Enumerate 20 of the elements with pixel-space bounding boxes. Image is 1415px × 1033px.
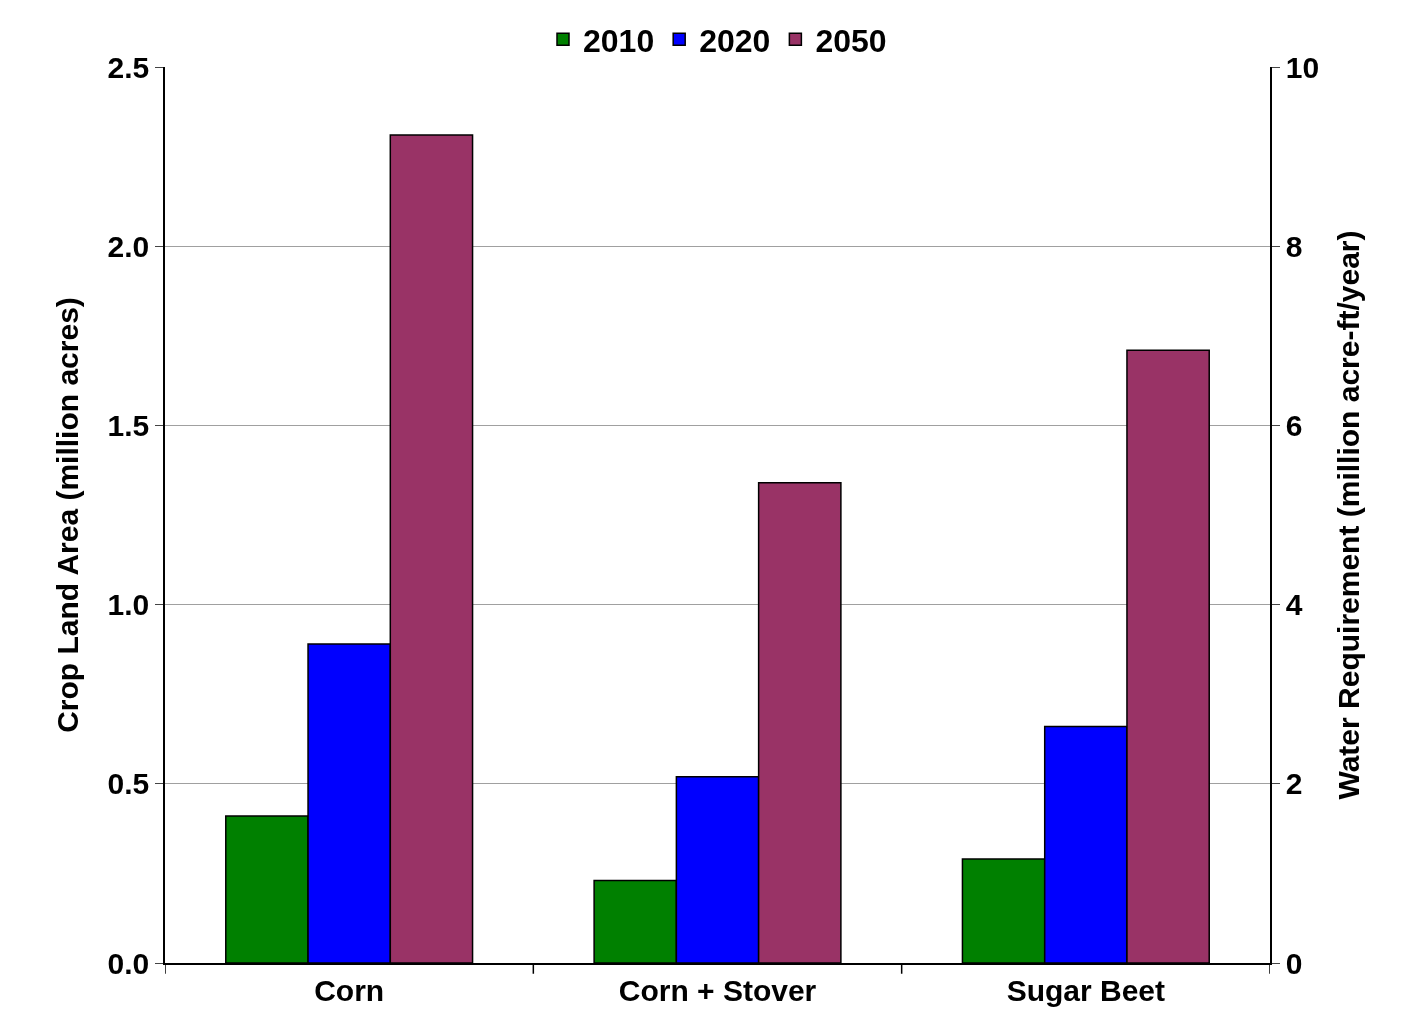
y2-tick-label: 8	[1285, 229, 1303, 263]
y-tick-label: 1.5	[107, 408, 150, 442]
legend-label: 2050	[815, 22, 887, 59]
y2-axis-title: Water Requirement (million acre-ft/year)	[1332, 230, 1366, 800]
x-tick-label: Corn + Stover	[618, 973, 817, 1007]
y2-tick-label: 10	[1285, 50, 1320, 84]
y-tick-label: 2.5	[107, 50, 150, 84]
legend-label: 2010	[583, 22, 655, 59]
legend-label: 2020	[699, 22, 771, 59]
y-tick-label: 0.5	[107, 767, 150, 801]
y-tick-label: 1.0	[107, 588, 150, 622]
y2-tick-label: 2	[1285, 767, 1303, 801]
y-axis-title: Crop Land Area (million acres)	[51, 297, 85, 733]
x-tick-label: Corn	[314, 973, 385, 1007]
y2-tick-label: 4	[1285, 588, 1303, 622]
y-tick-label: 0.0	[107, 946, 150, 980]
y2-tick-label: 6	[1285, 408, 1303, 442]
y-tick-label: 2.0	[107, 229, 150, 263]
y2-tick-label: 0	[1285, 946, 1303, 980]
x-tick-label: Sugar Beet	[1006, 973, 1166, 1007]
